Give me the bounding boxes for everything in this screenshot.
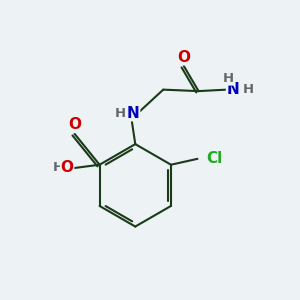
Text: O: O — [68, 117, 81, 132]
Text: N: N — [226, 82, 239, 97]
Text: O: O — [177, 50, 190, 64]
Text: Cl: Cl — [206, 151, 223, 166]
Text: H: H — [223, 72, 234, 85]
Text: N: N — [127, 106, 140, 121]
Text: H: H — [53, 161, 64, 174]
Text: H: H — [243, 83, 254, 96]
Text: O: O — [61, 160, 74, 175]
Text: H: H — [115, 107, 126, 120]
